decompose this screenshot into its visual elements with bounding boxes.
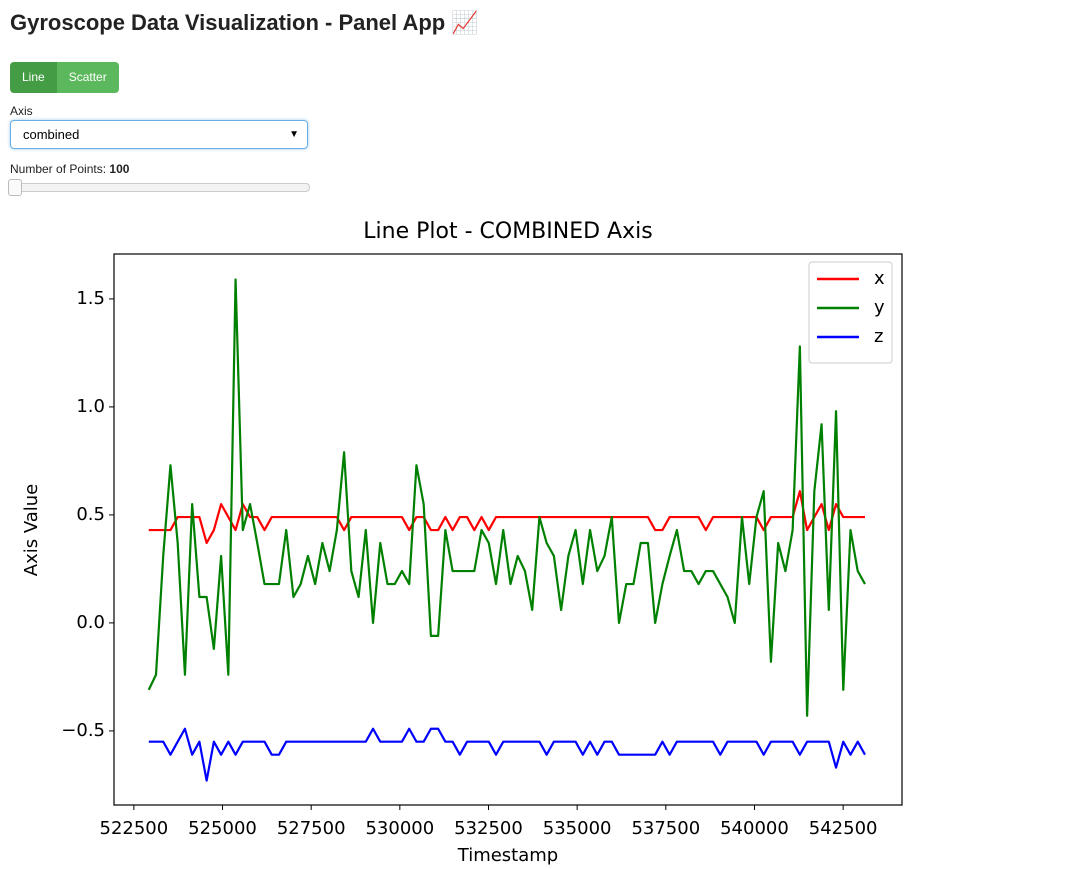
axis-value: combined	[23, 127, 80, 142]
scatter-button[interactable]: Scatter	[56, 62, 119, 93]
x-tick-label: 540000	[720, 818, 789, 839]
axis-label: Axis	[10, 104, 33, 118]
points-value: 100	[109, 162, 130, 176]
y-axis-label: Axis Value	[21, 484, 42, 577]
x-tick-label: 542500	[809, 818, 878, 839]
y-tick-label: 1.0	[76, 396, 105, 417]
y-tick-label: 0.0	[76, 612, 105, 633]
series-line	[148, 490, 865, 545]
legend-label: y	[874, 297, 885, 318]
series-line	[148, 727, 866, 782]
line-button[interactable]: Line	[10, 62, 57, 93]
y-tick-label: −0.5	[61, 720, 105, 741]
chart-title: Line Plot - COMBINED Axis	[363, 219, 652, 244]
axis-select[interactable]: combined ▼	[10, 120, 308, 149]
x-tick-label: 522500	[100, 818, 169, 839]
x-axis-label: Timestamp	[457, 845, 558, 866]
plot-frame	[113, 253, 903, 806]
x-tick-label: 530000	[365, 818, 434, 839]
series-line	[147, 278, 866, 717]
points-slider[interactable]	[10, 183, 310, 192]
points-label: Number of Points:	[10, 162, 107, 176]
plot-type-toggle: Line Scatter	[10, 62, 119, 93]
x-tick-label: 527500	[277, 818, 346, 839]
points-label-row: Number of Points: 100	[10, 162, 129, 176]
y-tick-label: 0.5	[76, 504, 105, 525]
legend-label: z	[874, 326, 883, 347]
x-tick-label: 525000	[188, 818, 257, 839]
legend-label: x	[874, 268, 885, 289]
select-arrow: ▼	[289, 129, 299, 140]
chart: Line Plot - COMBINED Axis Timestamp Axis…	[21, 219, 903, 866]
x-tick-label: 537500	[631, 818, 700, 839]
slider-handle[interactable]	[8, 179, 22, 196]
x-tick-label: 532500	[454, 818, 523, 839]
y-tick-label: 1.5	[76, 288, 105, 309]
page-title: Gyroscope Data Visualization - Panel App…	[10, 10, 479, 35]
x-tick-label: 535000	[543, 818, 612, 839]
